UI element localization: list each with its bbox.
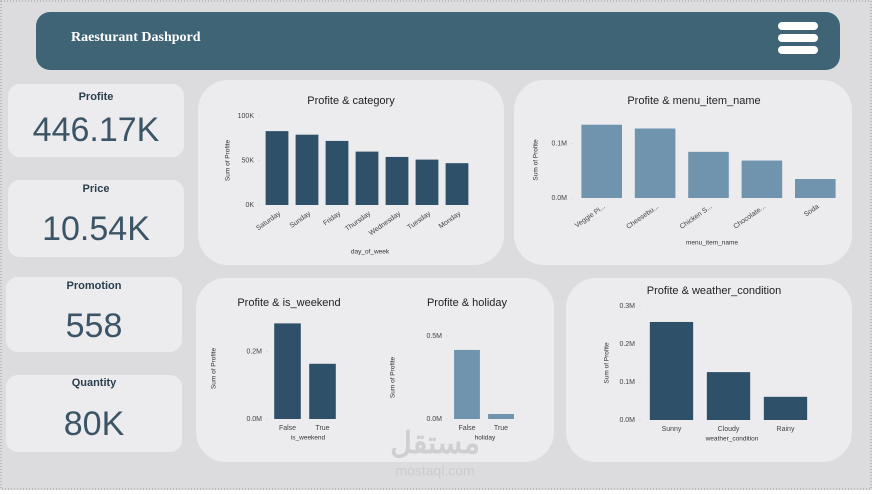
header-title: Raesturant Dashpord	[71, 30, 201, 45]
watermark: مستقل	[390, 427, 480, 460]
y-tick-label: 100K	[238, 113, 255, 120]
y-tick-label: 0.3M	[619, 303, 635, 310]
header-bar	[36, 12, 840, 70]
kpi-value: 558	[66, 307, 123, 345]
bar	[649, 321, 694, 420]
bar	[795, 179, 836, 198]
chart-panel	[514, 80, 852, 265]
menu-icon-bar	[778, 34, 818, 42]
x-tick-label: False	[279, 425, 296, 432]
x-axis-label: holiday	[475, 435, 496, 442]
bar	[445, 163, 469, 205]
x-tick-label: Sunny	[662, 426, 682, 433]
menu-icon-bar	[778, 22, 818, 30]
bar	[454, 349, 480, 419]
y-tick-label: 0K	[245, 202, 254, 209]
kpi-value: 446.17K	[33, 111, 160, 149]
kpi-value: 80K	[64, 405, 125, 443]
chart-panel	[198, 80, 504, 265]
bar	[265, 131, 289, 205]
y-tick-label: 0.2M	[246, 349, 262, 356]
bar	[488, 414, 514, 419]
kpi-label: Promotion	[67, 280, 122, 292]
kpi-card	[6, 375, 182, 452]
bar	[706, 372, 751, 420]
chart-title: Profite & category	[307, 95, 395, 107]
bar	[741, 160, 783, 198]
x-axis-label: weather_condition	[705, 436, 759, 443]
watermark: mostaql.com	[395, 463, 474, 479]
x-tick-label: True	[494, 425, 508, 432]
y-tick-label: 0.1M	[551, 141, 567, 148]
bar	[385, 156, 409, 205]
kpi-card	[8, 180, 184, 257]
bar	[325, 140, 349, 205]
x-tick-label: False	[458, 425, 475, 432]
y-axis-label: Sum of Profite	[211, 348, 218, 390]
bar	[763, 396, 808, 420]
chart-title: Profite & weather_condition	[647, 285, 782, 297]
bar	[295, 134, 319, 205]
bar	[355, 151, 379, 205]
bar	[634, 128, 676, 198]
bar	[309, 363, 336, 419]
y-tick-label: 0.0M	[246, 416, 262, 423]
y-axis-label: Sum of Profite	[390, 357, 397, 399]
y-tick-label: 50K	[242, 157, 255, 164]
chart-title: Profite & holiday	[427, 297, 508, 309]
x-axis-label: is_weekend	[291, 435, 326, 442]
y-tick-label: 0.0M	[426, 416, 442, 423]
bar	[274, 323, 301, 419]
bar	[688, 151, 729, 198]
y-tick-label: 0.2M	[619, 341, 635, 348]
x-tick-label: Cloudy	[718, 426, 740, 433]
y-axis-label: Sum of Profite	[604, 342, 611, 384]
kpi-label: Quantity	[72, 377, 117, 389]
y-tick-label: 0.0M	[619, 417, 635, 424]
chart-title: Profite & menu_item_name	[627, 95, 760, 107]
bar	[415, 159, 439, 205]
chart-title: Profite & is_weekend	[237, 297, 340, 309]
x-tick-label: Rainy	[777, 426, 795, 433]
kpi-card	[6, 277, 182, 352]
x-axis-label: day_of_week	[351, 249, 390, 256]
y-tick-label: 0.5M	[426, 333, 442, 340]
kpi-card	[8, 84, 184, 157]
kpi-value: 10.54K	[42, 210, 150, 248]
y-tick-label: 0.1M	[619, 379, 635, 386]
kpi-label: Profite	[79, 91, 114, 103]
bar	[581, 124, 622, 198]
y-tick-label: 0.0M	[551, 195, 567, 202]
menu-icon[interactable]	[778, 22, 818, 54]
kpi-label: Price	[83, 183, 110, 195]
y-axis-label: Sum of Profite	[533, 139, 540, 181]
x-axis-label: menu_item_name	[686, 240, 738, 247]
x-tick-label: True	[315, 425, 329, 432]
y-axis-label: Sum of Profite	[225, 140, 232, 182]
menu-icon-bar	[778, 46, 818, 54]
